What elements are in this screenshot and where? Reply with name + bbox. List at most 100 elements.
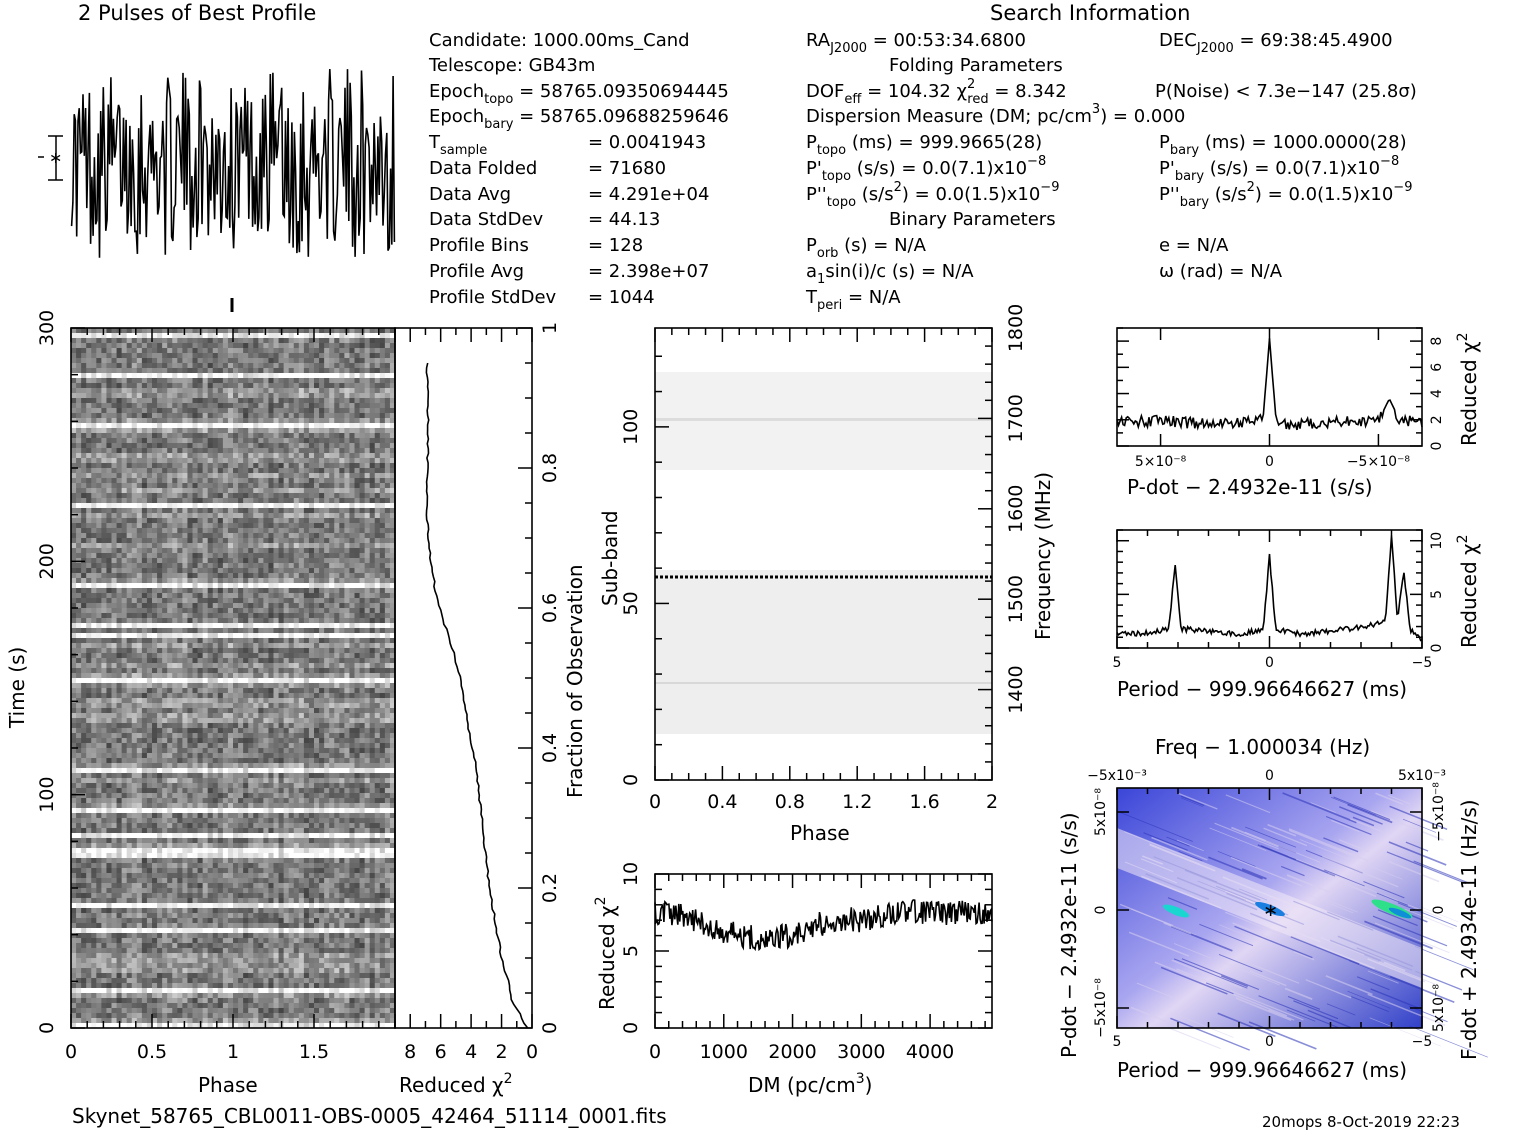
pixel (344, 523, 350, 529)
pixel (344, 668, 350, 674)
pixel (268, 328, 274, 334)
pixel (278, 653, 285, 659)
pixel (233, 478, 239, 484)
pixel (384, 328, 391, 334)
pixel (288, 443, 295, 449)
pixel (111, 383, 117, 389)
pixel (121, 353, 128, 359)
pixel (182, 498, 188, 504)
pixel (288, 553, 295, 559)
pixel (288, 598, 295, 604)
pixel (121, 388, 128, 394)
pixel (334, 538, 340, 544)
pixel (389, 673, 396, 679)
pixel (86, 658, 92, 664)
pixel (319, 593, 325, 599)
pixel (364, 688, 371, 694)
pixel (364, 478, 371, 484)
pixel (167, 363, 173, 369)
pixel (243, 463, 249, 469)
pixel (263, 603, 269, 609)
pixel (243, 523, 249, 529)
pixel (238, 458, 244, 464)
pixel (172, 363, 178, 369)
pixel (212, 378, 219, 384)
pixel (157, 363, 163, 369)
pixel (369, 708, 376, 714)
pixel (162, 563, 168, 569)
pixel (187, 693, 193, 699)
pixel (293, 448, 300, 454)
pixel (131, 653, 138, 659)
pixel (167, 523, 173, 529)
pixel (384, 498, 391, 504)
pixel (217, 478, 224, 484)
pixel (146, 338, 153, 344)
pixel (238, 453, 244, 459)
pixel (303, 713, 310, 719)
pixel (217, 578, 224, 584)
pixel (233, 633, 239, 639)
pixel (314, 553, 320, 559)
pixel (116, 338, 123, 344)
pixel (172, 693, 178, 699)
pixel (268, 643, 274, 649)
pixel (91, 603, 97, 609)
pixel (141, 713, 148, 719)
pixel (91, 583, 97, 589)
pixel (116, 363, 123, 369)
pixel (298, 688, 305, 694)
pixel (334, 413, 340, 419)
pixel (146, 583, 153, 589)
pixel (121, 573, 128, 579)
pixel (324, 588, 330, 594)
pixel (197, 668, 204, 674)
pixel (126, 488, 133, 494)
pixel (197, 433, 204, 439)
pixel (344, 633, 350, 639)
pixel (339, 403, 345, 409)
pixel (131, 638, 138, 644)
pixel (354, 593, 360, 599)
pixel (319, 553, 325, 559)
pixel (131, 598, 138, 604)
pixel (222, 678, 229, 684)
pixel (339, 473, 345, 479)
pixel (202, 663, 209, 669)
pixel (81, 663, 87, 669)
pixel (283, 413, 290, 419)
pixel (354, 393, 360, 399)
pixel (273, 333, 279, 339)
pixel (141, 593, 148, 599)
pixel (379, 383, 386, 389)
pixel (303, 328, 310, 334)
pixel (349, 478, 355, 484)
pixel (253, 418, 259, 424)
pixel (374, 458, 381, 464)
pixel (86, 663, 92, 669)
pixel (334, 423, 340, 429)
pixel (354, 678, 360, 684)
pixel (303, 563, 310, 569)
pixel (207, 378, 214, 384)
pixel (354, 328, 360, 334)
pixel (91, 663, 97, 669)
pixel (263, 408, 269, 414)
pixel (293, 333, 300, 339)
pixel (131, 673, 138, 679)
pixel (268, 548, 274, 554)
pixel (238, 698, 244, 704)
pixel (217, 398, 224, 404)
pixel (146, 518, 153, 524)
pixel (344, 413, 350, 419)
pixel (389, 633, 396, 639)
pixel (298, 443, 305, 449)
pixel (324, 333, 330, 339)
pixel (126, 443, 133, 449)
pixel (354, 353, 360, 359)
pixel (258, 623, 264, 629)
pixel (131, 358, 138, 364)
pixel (121, 598, 128, 604)
pixel (314, 523, 320, 529)
pixel (243, 678, 249, 684)
